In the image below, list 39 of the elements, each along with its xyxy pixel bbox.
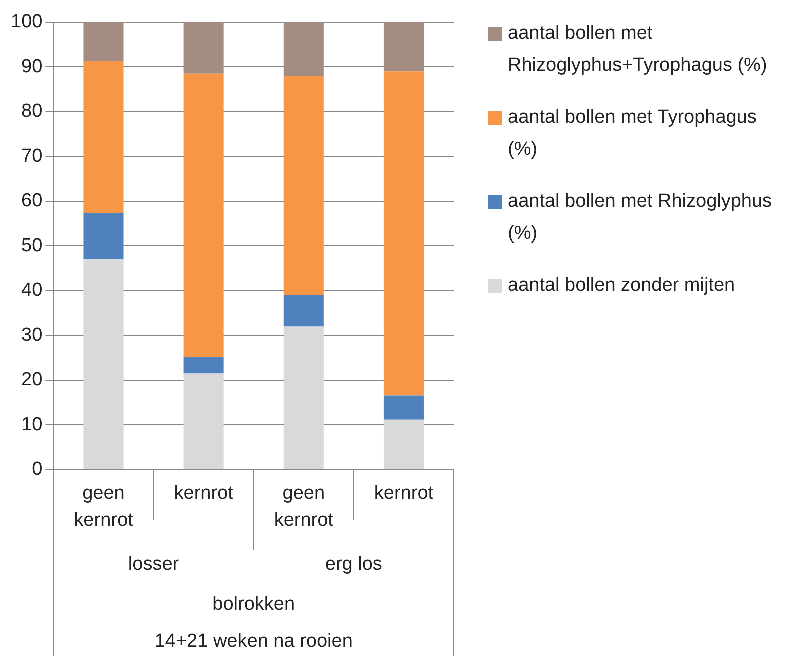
- x-tick-label: geen kernrot: [74, 483, 134, 532]
- legend-label: aantal bollen met Rhizoglyphus (%): [508, 190, 773, 246]
- y-tick-label: 50: [22, 235, 43, 256]
- legend-label: aantal bollen met Tyrophagus (%): [508, 106, 758, 162]
- legend-label: aantal bollen zonder mijten: [508, 274, 736, 298]
- bar: [284, 295, 324, 327]
- text: bolrokken: [212, 594, 296, 616]
- y-tick-label: 30: [22, 324, 43, 346]
- bar: [184, 357, 224, 374]
- y-tick-label: 100: [11, 12, 43, 33]
- bar: [84, 61, 124, 214]
- bar: [84, 214, 124, 260]
- bar: [184, 74, 224, 358]
- bar: [384, 72, 424, 396]
- legend-label: aantal bollen met Rhizoglyphus+Tyrophagus (%): [508, 22, 768, 78]
- bar: [284, 326, 324, 470]
- bar: [284, 76, 324, 296]
- bar: [184, 374, 224, 470]
- text: losser: [128, 554, 180, 576]
- bar: [184, 22, 224, 74]
- y-tick-label: 40: [22, 280, 43, 302]
- y-tick-label: 90: [22, 56, 43, 78]
- text: erg los: [325, 554, 382, 576]
- y-tick-label: 70: [22, 146, 43, 167]
- text: 14+21 weken na rooien: [154, 631, 353, 652]
- bar: [84, 22, 124, 62]
- y-tick-label: 80: [22, 101, 43, 122]
- bar: [384, 22, 424, 72]
- bar: [84, 260, 124, 470]
- x-tick-label: geen kernrot: [274, 483, 334, 532]
- x-tick-label: kernrot: [374, 483, 434, 504]
- y-tick-label: 0: [32, 459, 43, 480]
- y-tick-label: 20: [22, 370, 43, 391]
- y-tick-label: 10: [22, 414, 43, 436]
- bar: [384, 420, 424, 470]
- y-tick-label: 60: [22, 190, 43, 212]
- bar: [384, 396, 424, 420]
- bar: [284, 22, 324, 76]
- x-tick-label: kernrot: [174, 483, 234, 504]
